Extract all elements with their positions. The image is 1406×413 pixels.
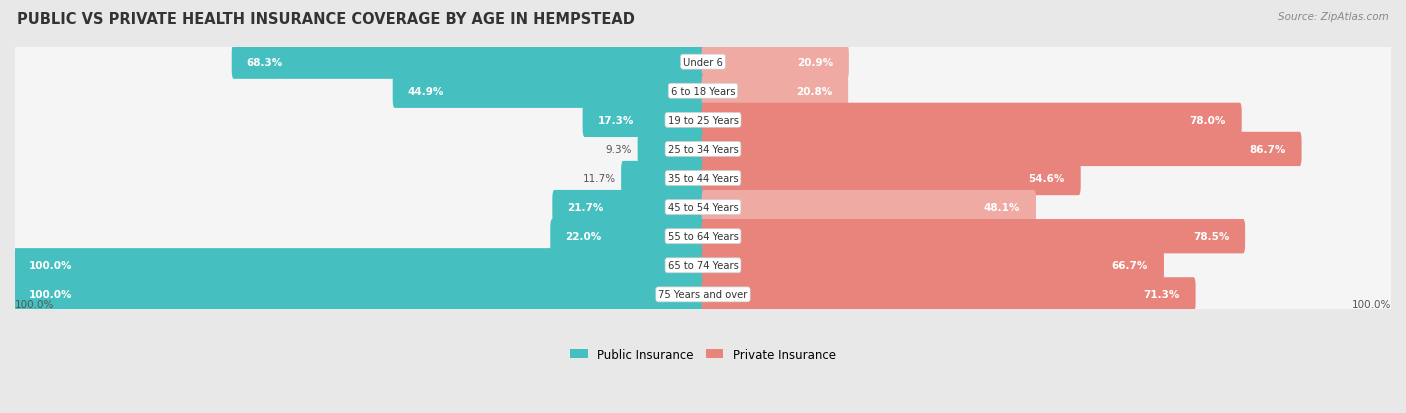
Text: 71.3%: 71.3% — [1143, 290, 1180, 300]
FancyBboxPatch shape — [702, 161, 1081, 196]
FancyBboxPatch shape — [553, 190, 704, 225]
FancyBboxPatch shape — [702, 249, 1164, 283]
FancyBboxPatch shape — [702, 103, 1241, 138]
Text: 65 to 74 Years: 65 to 74 Years — [668, 261, 738, 271]
Text: 35 to 44 Years: 35 to 44 Years — [668, 173, 738, 184]
Text: 86.7%: 86.7% — [1250, 145, 1285, 154]
FancyBboxPatch shape — [14, 274, 1392, 316]
FancyBboxPatch shape — [702, 133, 1302, 167]
Text: 21.7%: 21.7% — [568, 203, 603, 213]
Text: 54.6%: 54.6% — [1029, 173, 1064, 184]
FancyBboxPatch shape — [14, 249, 704, 283]
Text: 20.8%: 20.8% — [796, 87, 832, 97]
FancyBboxPatch shape — [14, 71, 1392, 112]
Text: 11.7%: 11.7% — [582, 173, 616, 184]
Text: 75 Years and over: 75 Years and over — [658, 290, 748, 300]
Text: 48.1%: 48.1% — [984, 203, 1021, 213]
FancyBboxPatch shape — [14, 158, 1392, 199]
Text: 100.0%: 100.0% — [28, 290, 72, 300]
FancyBboxPatch shape — [14, 278, 704, 312]
FancyBboxPatch shape — [14, 187, 1392, 228]
FancyBboxPatch shape — [14, 100, 1392, 141]
FancyBboxPatch shape — [702, 278, 1195, 312]
Text: 78.0%: 78.0% — [1189, 116, 1226, 126]
Text: 45 to 54 Years: 45 to 54 Years — [668, 203, 738, 213]
Text: 22.0%: 22.0% — [565, 232, 602, 242]
Text: Under 6: Under 6 — [683, 57, 723, 67]
Text: 20.9%: 20.9% — [797, 57, 832, 67]
Text: 78.5%: 78.5% — [1192, 232, 1229, 242]
FancyBboxPatch shape — [392, 74, 704, 109]
Text: 25 to 34 Years: 25 to 34 Years — [668, 145, 738, 154]
Text: 19 to 25 Years: 19 to 25 Years — [668, 116, 738, 126]
Text: 17.3%: 17.3% — [598, 116, 634, 126]
Text: 6 to 18 Years: 6 to 18 Years — [671, 87, 735, 97]
Text: 55 to 64 Years: 55 to 64 Years — [668, 232, 738, 242]
FancyBboxPatch shape — [14, 42, 1392, 83]
Legend: Public Insurance, Private Insurance: Public Insurance, Private Insurance — [571, 348, 835, 361]
Text: 66.7%: 66.7% — [1112, 261, 1149, 271]
FancyBboxPatch shape — [14, 129, 1392, 171]
Text: 68.3%: 68.3% — [247, 57, 283, 67]
Text: 9.3%: 9.3% — [606, 145, 633, 154]
FancyBboxPatch shape — [550, 220, 704, 254]
Text: 100.0%: 100.0% — [1351, 299, 1391, 309]
FancyBboxPatch shape — [582, 103, 704, 138]
FancyBboxPatch shape — [14, 216, 1392, 258]
FancyBboxPatch shape — [702, 190, 1036, 225]
Text: 100.0%: 100.0% — [15, 299, 55, 309]
Text: 44.9%: 44.9% — [408, 87, 444, 97]
FancyBboxPatch shape — [621, 161, 704, 196]
Text: Source: ZipAtlas.com: Source: ZipAtlas.com — [1278, 12, 1389, 22]
FancyBboxPatch shape — [14, 245, 1392, 287]
FancyBboxPatch shape — [638, 133, 704, 167]
FancyBboxPatch shape — [702, 74, 848, 109]
Text: PUBLIC VS PRIVATE HEALTH INSURANCE COVERAGE BY AGE IN HEMPSTEAD: PUBLIC VS PRIVATE HEALTH INSURANCE COVER… — [17, 12, 634, 27]
Text: 100.0%: 100.0% — [28, 261, 72, 271]
FancyBboxPatch shape — [232, 45, 704, 80]
FancyBboxPatch shape — [702, 220, 1246, 254]
FancyBboxPatch shape — [702, 45, 849, 80]
